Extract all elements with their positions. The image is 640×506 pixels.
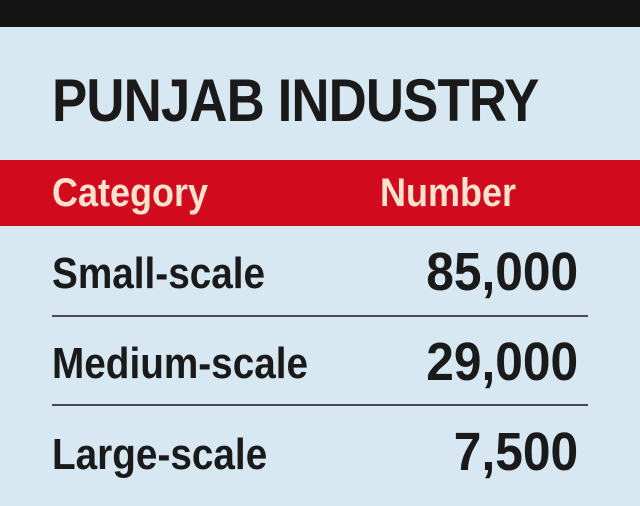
row-label-medium-scale: Medium-scale [52, 339, 309, 388]
header-band [0, 160, 640, 226]
row-label-large-scale: Large-scale [52, 430, 268, 479]
column-header-category: Category [52, 171, 209, 215]
row-divider [52, 315, 588, 317]
table-title: PUNJAB INDUSTRY [52, 67, 539, 134]
column-header-number: Number [380, 171, 517, 215]
row-value-medium-scale: 29,000 [426, 332, 578, 392]
top-bar [0, 0, 640, 27]
row-value-large-scale: 7,500 [453, 422, 578, 482]
row-divider [52, 404, 588, 406]
row-value-small-scale: 85,000 [426, 242, 578, 302]
row-label-small-scale: Small-scale [52, 249, 266, 298]
